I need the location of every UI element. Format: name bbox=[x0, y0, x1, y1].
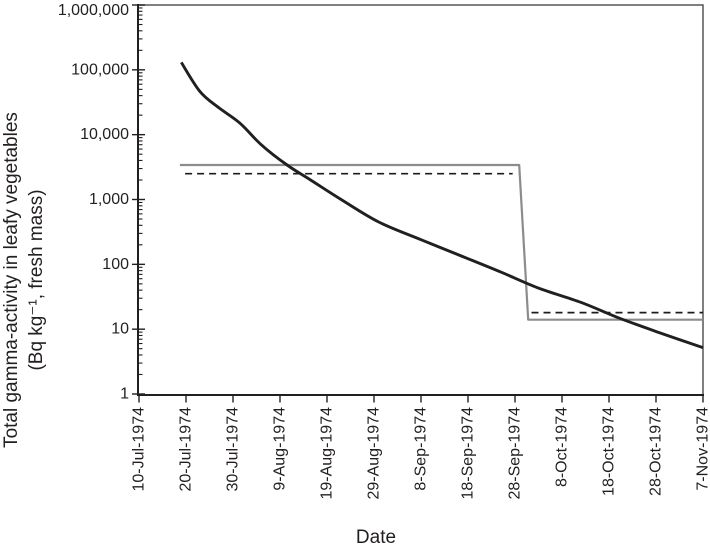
x-tick-label: 19-Aug-1974 bbox=[319, 407, 336, 500]
series-1-path bbox=[179, 163, 703, 321]
x-tick-label: 30-Jul-1974 bbox=[225, 407, 242, 492]
x-tick-label: 9-Aug-1974 bbox=[272, 407, 289, 491]
y-tick-label: 100,000 bbox=[71, 61, 129, 78]
y-tick-label: 100 bbox=[102, 256, 129, 273]
y-axis-title-line1: Total gamma-activity in leafy vegetables bbox=[1, 112, 22, 448]
y-axis-title: Total gamma-activity in leafy vegetables… bbox=[0, 40, 51, 520]
y-axis-title-line2: (Bq kg⁻¹, fresh mass) bbox=[26, 189, 48, 371]
x-tick-label: 8-Oct-1974 bbox=[554, 407, 571, 487]
x-tick-label: 7-Nov-1974 bbox=[695, 407, 710, 491]
x-axis-title: Date bbox=[355, 527, 397, 548]
x-tick-label: 29-Aug-1974 bbox=[366, 407, 383, 500]
x-tick-label: 18-Sep-1974 bbox=[460, 407, 477, 500]
x-tick-label: 8-Sep-1974 bbox=[413, 407, 430, 491]
x-tick-label: 10-Jul-1974 bbox=[131, 407, 148, 492]
y-tick-label: 10 bbox=[111, 321, 129, 338]
y-tick-label: 1,000,000 bbox=[58, 2, 129, 19]
series-2-path bbox=[180, 61, 704, 349]
x-tick-label: 28-Sep-1974 bbox=[507, 407, 524, 500]
y-tick-label: 10,000 bbox=[80, 126, 129, 143]
y-tick-label: 1,000 bbox=[89, 191, 129, 208]
plot-border bbox=[137, 4, 704, 396]
y-tick-label: 1 bbox=[120, 386, 129, 403]
x-tick-label: 18-Oct-1974 bbox=[601, 407, 618, 496]
x-tick-label: 20-Jul-1974 bbox=[178, 407, 195, 492]
x-tick-label: 28-Oct-1974 bbox=[648, 407, 665, 496]
